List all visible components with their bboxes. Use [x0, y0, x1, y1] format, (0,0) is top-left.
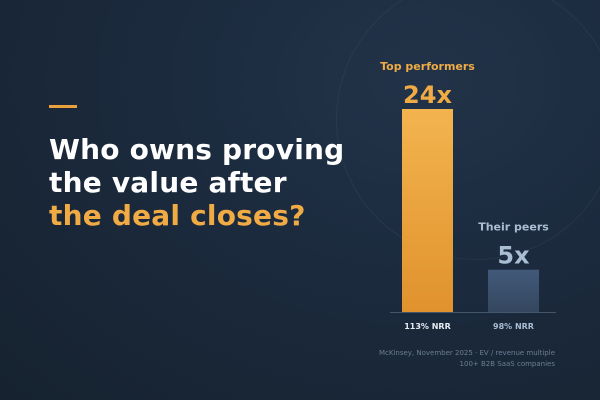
- source-note: McKinsey, November 2025 · EV / revenue m…: [379, 348, 555, 370]
- headline-line-1: Who owns proving: [49, 133, 345, 166]
- accent-rule: [49, 105, 77, 108]
- source-line-2: 100+ B2B SaaS companies: [459, 360, 555, 368]
- source-line-1: McKinsey, November 2025 · EV / revenue m…: [378, 349, 555, 357]
- category-label-peers: Their peers: [478, 221, 549, 234]
- category-label-top-performers: Top performers: [380, 60, 475, 73]
- bar-top-performers: [402, 109, 453, 312]
- sublabel-top-performers: 113% NRR: [404, 322, 451, 331]
- value-label-peers: 5x: [497, 242, 530, 270]
- value-label-top-performers: 24x: [403, 81, 452, 109]
- bar-peers: [488, 269, 539, 312]
- headline-line-2: the value after: [49, 166, 287, 199]
- headline-line-3-highlight: the deal closes?: [49, 199, 306, 232]
- headline: Who owns proving the value after the dea…: [49, 133, 344, 232]
- sublabel-peers: 98% NRR: [493, 322, 534, 331]
